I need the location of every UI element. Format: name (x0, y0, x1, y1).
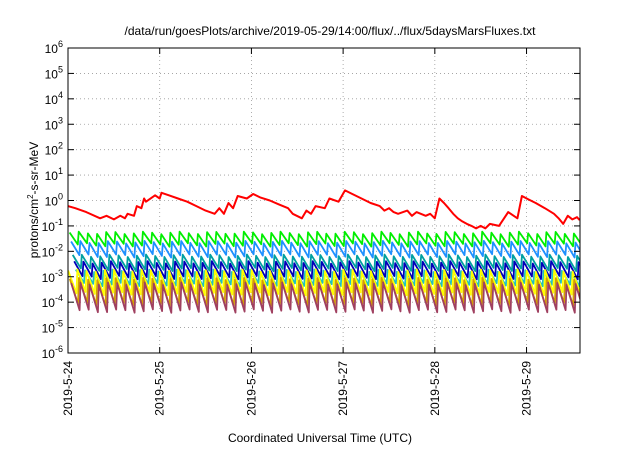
y-axis-label-suffix: -s-sr-MeV (27, 142, 41, 195)
axes: 10-610-510-410-310-210-11001011021031041… (42, 39, 580, 416)
y-tick-label-exponent: -6 (55, 344, 63, 354)
y-tick-label-exponent: 1 (58, 166, 63, 176)
y-tick-label-exponent: 4 (58, 90, 63, 100)
y-tick-label-base: 10 (42, 245, 56, 259)
y-tick-label-base: 10 (42, 220, 56, 234)
y-tick-label-base: 10 (45, 118, 59, 132)
y-tick-label: 104 (45, 90, 63, 107)
series-line (70, 240, 580, 259)
y-axis-label-sup: 2 (26, 194, 35, 199)
y-tick-label-exponent: 2 (58, 141, 63, 151)
y-tick-label-exponent: -1 (55, 217, 63, 227)
y-tick-label-base: 10 (42, 322, 56, 336)
y-tick-label: 100 (45, 192, 63, 209)
plot-frame (67, 47, 581, 354)
y-tick-label-exponent: 6 (58, 39, 63, 49)
chart-title: /data/run/goesPlots/archive/2019-05-29/1… (125, 24, 537, 38)
y-tick-label-base: 10 (45, 169, 59, 183)
series-line (70, 281, 580, 314)
series-lines (68, 189, 580, 314)
series-line (68, 268, 580, 297)
y-tick-label: 10-5 (42, 319, 63, 336)
y-tick-label: 101 (45, 166, 63, 183)
y-tick-label-exponent: -3 (55, 268, 63, 278)
x-axis-label: Coordinated Universal Time (UTC) (228, 431, 412, 445)
y-tick-label-exponent: 5 (58, 64, 63, 74)
y-tick-label: 10-6 (42, 344, 63, 361)
series-line (68, 230, 580, 248)
y-tick-label: 10-2 (42, 242, 63, 259)
y-tick-label: 10-3 (42, 268, 63, 285)
series-line (73, 260, 580, 281)
y-tick-label: 106 (45, 39, 63, 56)
y-tick-label: 102 (45, 141, 63, 158)
y-tick-label: 10-1 (42, 217, 63, 234)
y-tick-label-base: 10 (45, 42, 59, 56)
y-tick-label: 103 (45, 115, 63, 132)
y-tick-label-base: 10 (45, 195, 59, 209)
x-tick-label: 2019-5-26 (244, 361, 258, 416)
y-tick-label-base: 10 (42, 271, 56, 285)
series-line (68, 189, 580, 230)
y-tick-label-base: 10 (42, 296, 56, 310)
y-tick-label-exponent: -2 (55, 242, 63, 252)
y-axis-label: protons/cm2-s-sr-MeV (26, 142, 41, 258)
y-tick-label-base: 10 (45, 144, 59, 158)
x-tick-label: 2019-5-28 (428, 361, 442, 416)
x-tick-label: 2019-5-25 (153, 361, 167, 416)
y-tick-label-base: 10 (45, 67, 59, 81)
x-tick-label: 2019-5-27 (336, 361, 350, 416)
y-tick-label-base: 10 (42, 347, 56, 361)
series-line (71, 253, 580, 273)
y-tick-label-exponent: -4 (55, 293, 63, 303)
y-tick-label: 105 (45, 64, 63, 81)
x-tick-label: 2019-5-29 (520, 361, 534, 416)
y-axis-label-prefix: protons/cm (27, 199, 41, 258)
y-tick-label-base: 10 (45, 93, 59, 107)
y-tick-label: 10-4 (42, 293, 63, 310)
y-tick-label-exponent: -5 (55, 319, 63, 329)
y-tick-label-exponent: 3 (58, 115, 63, 125)
y-tick-label-exponent: 0 (58, 192, 63, 202)
x-tick-label: 2019-5-24 (61, 361, 75, 416)
